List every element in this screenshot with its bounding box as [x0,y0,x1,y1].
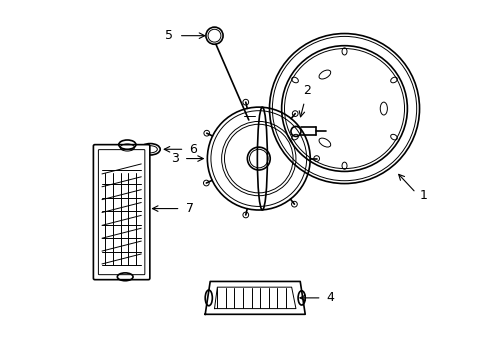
Text: 6: 6 [189,143,197,156]
Text: 2: 2 [302,84,310,97]
Text: 7: 7 [185,202,193,215]
Text: 3: 3 [170,152,179,165]
Text: 1: 1 [419,189,427,202]
FancyBboxPatch shape [93,145,149,280]
Text: 4: 4 [326,291,334,305]
Text: 5: 5 [165,29,173,42]
Polygon shape [205,282,305,314]
